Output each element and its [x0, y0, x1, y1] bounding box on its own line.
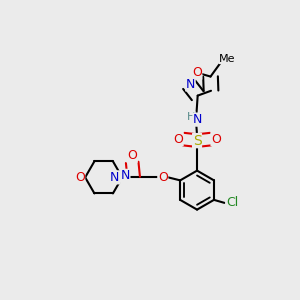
Text: Me: Me	[219, 54, 236, 64]
Text: O: O	[211, 133, 221, 146]
Text: O: O	[127, 149, 137, 162]
Text: O: O	[75, 171, 85, 184]
Text: N: N	[186, 78, 195, 91]
Text: N: N	[193, 113, 202, 126]
Text: S: S	[193, 134, 201, 148]
Text: O: O	[192, 66, 202, 79]
Text: N: N	[121, 169, 130, 182]
Text: O: O	[173, 133, 183, 146]
Text: Cl: Cl	[226, 196, 238, 209]
Text: H: H	[187, 112, 195, 122]
Text: N: N	[110, 171, 119, 184]
Text: O: O	[158, 171, 168, 184]
